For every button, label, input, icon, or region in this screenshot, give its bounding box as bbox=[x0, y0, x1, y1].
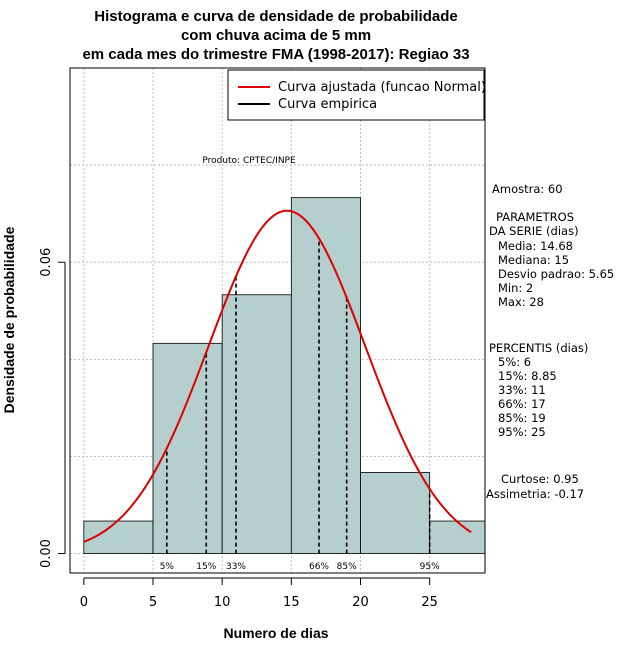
percentile-label-3: 66% bbox=[309, 562, 329, 572]
histogram-bar-2 bbox=[152, 342, 223, 554]
chart-title-line-3: em cada mes do trimestre FMA (1998-2017)… bbox=[82, 46, 469, 63]
normal-curve-layer bbox=[83, 209, 472, 543]
sample-size: Amostra: 60 bbox=[492, 182, 563, 196]
y-tick-label: 0.00 bbox=[39, 539, 54, 568]
percentil-85: 85%: 19 bbox=[498, 411, 546, 425]
percentil-33: 33%: 11 bbox=[498, 383, 546, 397]
x-tick-label: 15 bbox=[283, 595, 300, 610]
product-annotation: Produto: CPTEC/INPE bbox=[202, 156, 296, 166]
percentile-lines: 5% 15% 33% 66% 85% 95% bbox=[160, 238, 440, 572]
param-mean: Media: 14.68 bbox=[498, 239, 573, 253]
param-max: Max: 28 bbox=[498, 295, 544, 309]
x-tick-label: 20 bbox=[352, 595, 369, 610]
normal-curve bbox=[83, 209, 472, 543]
percentile-label-5: 95% bbox=[420, 562, 440, 572]
percentile-label-4: 85% bbox=[337, 562, 357, 572]
x-tick-label: 25 bbox=[421, 595, 438, 610]
param-median: Mediana: 15 bbox=[498, 253, 569, 267]
percentil-15: 15%: 8.85 bbox=[498, 369, 557, 383]
params-title-1: PARAMETROS bbox=[496, 210, 574, 224]
percentil-95: 95%: 25 bbox=[498, 425, 546, 439]
percentile-label-2: 33% bbox=[226, 562, 246, 572]
legend-label-normal: Curva ajustada (funcao Normal) bbox=[278, 80, 486, 95]
param-sd: Desvio padrao: 5.65 bbox=[498, 267, 614, 281]
percentile-label-0: 5% bbox=[160, 562, 175, 572]
params-title-2: DA SERIE (dias) bbox=[489, 224, 579, 238]
y-tick-label: 0.06 bbox=[39, 248, 54, 277]
percentil-66: 66%: 17 bbox=[498, 397, 546, 411]
side-panel: Amostra: 60 PARAMETROS DA SERIE (dias) M… bbox=[486, 182, 614, 501]
x-axis-label: Numero de dias bbox=[223, 625, 328, 641]
histogram-bars bbox=[83, 197, 486, 554]
chart-title-line-2: com chuva acima de 5 mm bbox=[181, 27, 371, 44]
axes: 0 5 10 15 20 25 0.00 0.06 bbox=[39, 248, 438, 610]
x-tick-label: 5 bbox=[149, 595, 157, 610]
histogram-bar-4 bbox=[290, 197, 361, 554]
x-tick-label: 0 bbox=[80, 595, 88, 610]
histogram-bar-5 bbox=[360, 472, 431, 554]
x-tick-label: 10 bbox=[214, 595, 231, 610]
plot-frame bbox=[69, 67, 486, 574]
param-min: Min: 2 bbox=[498, 281, 533, 295]
chart-title-line-1: Histograma e curva de densidade de proba… bbox=[94, 8, 457, 25]
legend-box bbox=[227, 69, 485, 121]
histogram-bar-3 bbox=[221, 294, 292, 554]
curtose: Curtose: 0.95 bbox=[501, 472, 579, 486]
histogram-bar-6 bbox=[429, 520, 486, 554]
legend-label-empirical: Curva empirica bbox=[278, 97, 377, 112]
percentis-title: PERCENTIS (dias) bbox=[489, 341, 588, 355]
legend: Curva ajustada (funcao Normal) Curva emp… bbox=[227, 69, 486, 121]
assimetria: Assimetria: -0.17 bbox=[486, 487, 584, 501]
percentile-label-1: 15% bbox=[196, 562, 216, 572]
percentil-5: 5%: 6 bbox=[498, 355, 531, 369]
y-axis-label: Densidade de probabilidade bbox=[1, 226, 17, 413]
